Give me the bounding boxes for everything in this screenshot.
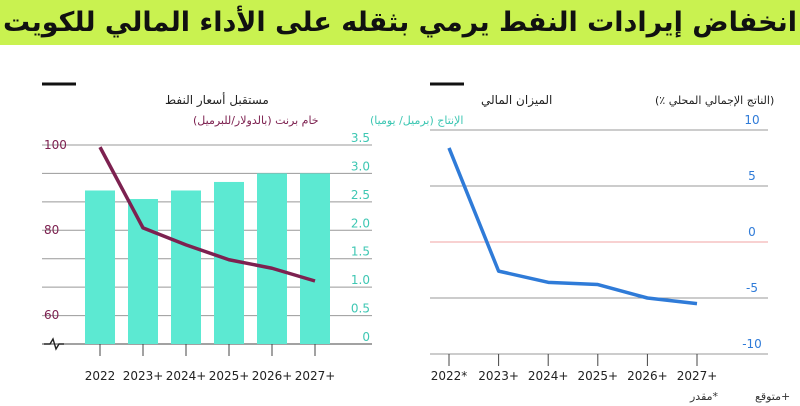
- axis-break-icon: [44, 337, 64, 351]
- oil-x-tick-label: 2024+: [166, 369, 207, 383]
- fiscal-tick-label: 10: [744, 113, 759, 127]
- headline-banner: انخفاض إيرادات النفط يرمي بثقله على الأد…: [0, 0, 800, 45]
- brent-tick-label: 100: [44, 138, 67, 152]
- oil-chart: مستقبل أسعار النفط خام برنت (بالدولار/لل…: [42, 82, 463, 383]
- forecast-note: +متوقع: [755, 390, 790, 403]
- oil-chart-title: مستقبل أسعار النفط: [165, 92, 269, 108]
- fiscal-balance-line: [447, 147, 698, 306]
- production-tick-label: 2.5: [351, 188, 370, 202]
- fiscal-y-ticks: 10 5 0 -5 -10: [742, 113, 762, 351]
- fiscal-gridlines: [430, 129, 768, 355]
- fiscal-tick-label: -5: [746, 281, 758, 295]
- production-bar: [300, 173, 330, 344]
- brent-axis-ticks: 100 80 60: [44, 138, 67, 322]
- oil-x-ticks: 2022 2023+ 2024+ 2025+ 2026+ 2027+: [85, 344, 336, 383]
- production-tick-label: 0.5: [351, 302, 370, 316]
- production-bar: [257, 173, 287, 344]
- brent-legend-label: خام برنت (بالدولار/للبرميل): [193, 114, 319, 127]
- fiscal-x-ticks: 2022* 2023+ 2024+ 2025+ 2026+ 2027+: [431, 354, 718, 383]
- production-tick-label: 3.0: [351, 159, 370, 173]
- brent-tick-label: 60: [44, 308, 59, 322]
- fiscal-x-tick-label: 2027+: [677, 369, 718, 383]
- production-legend-label: الإنتاج (برميل/ يوميا): [370, 114, 463, 127]
- fiscal-tick-label: 5: [748, 169, 756, 183]
- fiscal-y-label: (الناتج الإجمالي المحلي ٪): [655, 94, 774, 107]
- brent-tick-label: 80: [44, 223, 59, 237]
- production-bar: [85, 190, 115, 344]
- fiscal-chart-title: الميزان المالي: [481, 93, 552, 108]
- oil-x-tick-label: 2025+: [209, 369, 250, 383]
- production-bar: [128, 199, 158, 344]
- production-tick-label: 3.5: [351, 131, 370, 145]
- fiscal-x-tick-label: 2022*: [431, 369, 468, 383]
- fiscal-x-tick-label: 2025+: [578, 369, 619, 383]
- production-bars: [85, 173, 330, 344]
- oil-x-tick-label: 2023+: [123, 369, 164, 383]
- production-tick-label: 2.0: [351, 216, 370, 230]
- production-bar: [171, 190, 201, 344]
- oil-x-tick-label: 2022: [85, 369, 116, 383]
- production-tick-label: 0: [362, 330, 370, 344]
- production-tick-label: 1.5: [351, 245, 370, 259]
- production-axis-ticks: 3.5 3.0 2.5 2.0 1.5 1.0 0.5 0: [351, 131, 370, 344]
- oil-x-tick-label: 2026+: [252, 369, 293, 383]
- headline: انخفاض إيرادات النفط يرمي بثقله على الأد…: [3, 7, 797, 38]
- fiscal-x-tick-label: 2023+: [478, 369, 519, 383]
- brent-price-line: [98, 146, 316, 283]
- fiscal-tick-label: 0: [748, 225, 756, 239]
- fiscal-tick-label: -10: [742, 337, 762, 351]
- estimate-note: *مقدر: [689, 390, 719, 403]
- oil-x-tick-label: 2027+: [295, 369, 336, 383]
- fiscal-chart: الميزان المالي (الناتج الإجمالي المحلي ٪…: [430, 82, 774, 383]
- fiscal-x-tick-label: 2026+: [627, 369, 668, 383]
- production-tick-label: 1.0: [351, 273, 370, 287]
- fiscal-x-tick-label: 2024+: [528, 369, 569, 383]
